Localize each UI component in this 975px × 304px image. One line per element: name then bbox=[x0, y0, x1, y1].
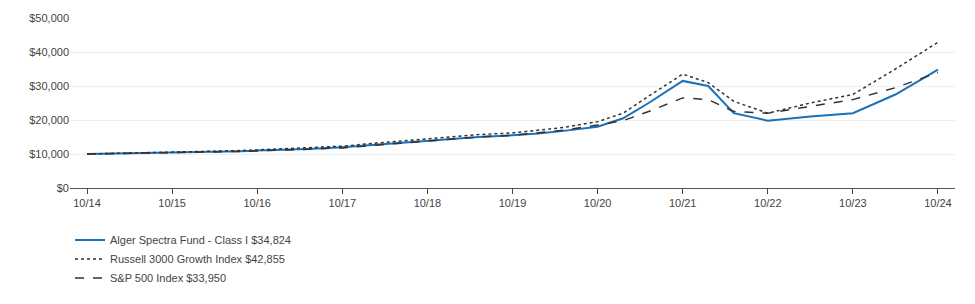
svg-text:10/24: 10/24 bbox=[924, 197, 952, 209]
svg-text:$0: $0 bbox=[57, 182, 69, 194]
svg-text:10/14: 10/14 bbox=[73, 197, 101, 209]
svg-text:Alger Spectra Fund - Class I $: Alger Spectra Fund - Class I $34,824 bbox=[110, 234, 291, 246]
svg-text:$10,000: $10,000 bbox=[29, 148, 69, 160]
svg-text:10/16: 10/16 bbox=[243, 197, 271, 209]
svg-text:S&P 500 Index $33,950: S&P 500 Index $33,950 bbox=[110, 272, 226, 284]
svg-text:Russell 3000 Growth Index $42,: Russell 3000 Growth Index $42,855 bbox=[110, 253, 285, 265]
svg-text:$30,000: $30,000 bbox=[29, 80, 69, 92]
svg-text:$50,000: $50,000 bbox=[29, 12, 69, 24]
svg-text:10/18: 10/18 bbox=[414, 197, 442, 209]
svg-text:10/15: 10/15 bbox=[158, 197, 186, 209]
svg-text:$20,000: $20,000 bbox=[29, 114, 69, 126]
svg-text:$40,000: $40,000 bbox=[29, 46, 69, 58]
svg-text:10/21: 10/21 bbox=[669, 197, 697, 209]
svg-text:10/22: 10/22 bbox=[754, 197, 782, 209]
svg-text:10/20: 10/20 bbox=[584, 197, 612, 209]
svg-text:10/19: 10/19 bbox=[499, 197, 527, 209]
svg-text:10/17: 10/17 bbox=[329, 197, 357, 209]
svg-text:10/23: 10/23 bbox=[839, 197, 867, 209]
